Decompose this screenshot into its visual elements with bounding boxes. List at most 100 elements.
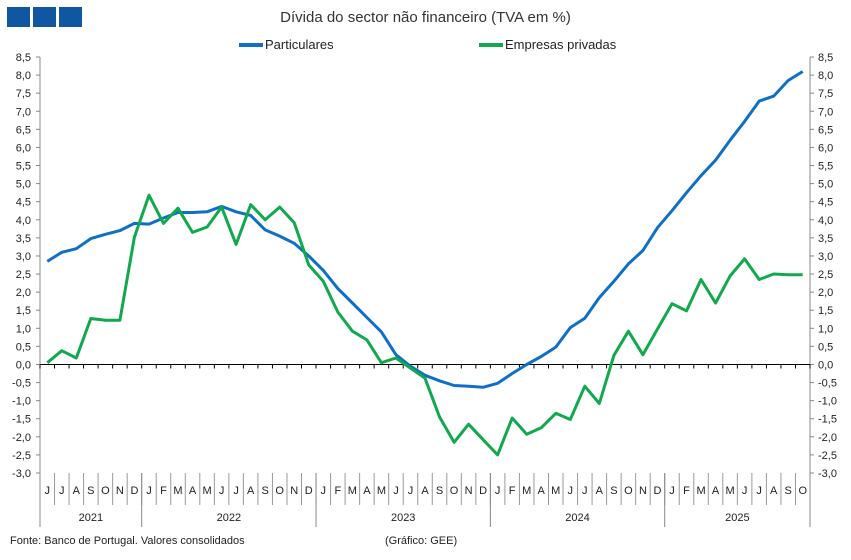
month-label: J: [321, 485, 327, 497]
month-label: O: [101, 485, 110, 497]
y-tick-label-left: 1,0: [16, 323, 31, 335]
y-tick-label-left: 6,5: [16, 124, 31, 136]
month-label: A: [770, 485, 778, 497]
month-label: A: [73, 485, 81, 497]
y-tick-label-left: 6,0: [16, 142, 31, 154]
month-label: O: [624, 485, 633, 497]
month-label: J: [669, 485, 675, 497]
y-tick-label-left: 3,0: [16, 251, 31, 263]
y-tick-label-left: 5,5: [16, 161, 31, 173]
month-label: F: [334, 485, 341, 497]
y-tick-label-left: 0,5: [16, 341, 31, 353]
month-label: N: [465, 485, 473, 497]
month-label: O: [798, 485, 807, 497]
month-label: J: [495, 485, 501, 497]
y-tick-label-right: -3,0: [818, 468, 837, 480]
month-label: F: [683, 485, 690, 497]
month-label: S: [436, 485, 443, 497]
legend-label: Particulares: [265, 37, 334, 52]
logo-square: [59, 7, 82, 27]
month-label: D: [130, 485, 138, 497]
month-label: J: [59, 485, 65, 497]
y-tick-label-right: 7,0: [818, 106, 833, 118]
y-tick-label-left: -1,5: [12, 414, 31, 426]
y-tick-label-right: 2,5: [818, 269, 833, 281]
year-label: 2022: [217, 512, 241, 524]
y-tick-label-right: 8,5: [818, 52, 833, 64]
month-label: N: [290, 485, 298, 497]
month-label: M: [377, 485, 386, 497]
y-tick-label-right: 3,5: [818, 233, 833, 245]
y-tick-label-left: 2,5: [16, 269, 31, 281]
month-label: J: [742, 485, 748, 497]
month-label: J: [393, 485, 399, 497]
y-tick-label-right: -1,0: [818, 396, 837, 408]
year-label: 2023: [391, 512, 415, 524]
legend-swatch: [239, 42, 263, 47]
y-tick-label-left: -2,5: [12, 450, 31, 462]
month-label: F: [509, 485, 516, 497]
y-tick-label-right: -1,5: [818, 414, 837, 426]
year-label: 2025: [725, 512, 749, 524]
y-tick-label-left: 8,5: [16, 52, 31, 64]
month-label: J: [233, 485, 239, 497]
y-tick-label-left: -0,5: [12, 378, 31, 390]
y-tick-label-left: 5,0: [16, 179, 31, 191]
y-tick-label-right: 4,0: [818, 215, 833, 227]
series-line-empresas-privadas: [46, 193, 803, 457]
month-label: N: [116, 485, 124, 497]
month-label: D: [479, 485, 487, 497]
legend-swatch: [479, 42, 503, 47]
month-label: N: [639, 485, 647, 497]
y-tick-label-left: 4,0: [16, 215, 31, 227]
month-label: M: [551, 485, 560, 497]
y-tick-label-left: -2,0: [12, 432, 31, 444]
month-label: A: [421, 485, 429, 497]
month-label: S: [262, 485, 269, 497]
y-tick-label-right: -2,0: [818, 432, 837, 444]
month-label: M: [522, 485, 531, 497]
y-tick-label-left: 4,5: [16, 197, 31, 209]
y-tick-label-right: 8,0: [818, 70, 833, 82]
y-tick-label-left: 3,5: [16, 233, 31, 245]
month-label: D: [653, 485, 661, 497]
month-label: J: [568, 485, 574, 497]
month-label: F: [160, 485, 167, 497]
month-label: M: [696, 485, 705, 497]
y-tick-label-left: 8,0: [16, 70, 31, 82]
month-label: M: [726, 485, 735, 497]
month-label: A: [596, 485, 604, 497]
credit-note: (Gráfico: GEE): [385, 535, 458, 547]
logo-square: [7, 7, 30, 27]
month-label: A: [363, 485, 371, 497]
month-label: A: [189, 485, 197, 497]
month-label: A: [247, 485, 255, 497]
y-tick-label-right: -0,5: [818, 378, 837, 390]
y-tick-label-right: 0,0: [818, 359, 833, 371]
y-tick-label-left: 7,0: [16, 106, 31, 118]
y-tick-label-right: 3,0: [818, 251, 833, 263]
y-tick-label-right: 2,0: [818, 287, 833, 299]
legend-item-empresas: Empresas privadas: [479, 37, 616, 52]
y-tick-label-left: -3,0: [12, 468, 31, 480]
y-tick-label-left: 1,5: [16, 305, 31, 317]
y-tick-label-left: -1,0: [12, 396, 31, 408]
y-tick-label-right: -2,5: [818, 450, 837, 462]
month-label: A: [538, 485, 546, 497]
logo-square: [33, 7, 56, 27]
legend-item-particulares: Particulares: [239, 37, 334, 52]
month-label: S: [610, 485, 617, 497]
month-label: D: [305, 485, 313, 497]
y-tick-label-right: 1,5: [818, 305, 833, 317]
month-label: O: [450, 485, 459, 497]
y-tick-label-left: 0,0: [16, 359, 31, 371]
month-label: J: [146, 485, 152, 497]
y-tick-label-right: 5,0: [818, 179, 833, 191]
month-label: M: [173, 485, 182, 497]
source-note: Fonte: Banco de Portugal. Valores consol…: [10, 535, 245, 547]
month-label: J: [582, 485, 588, 497]
y-tick-label-right: 4,5: [818, 197, 833, 209]
month-label: S: [87, 485, 94, 497]
